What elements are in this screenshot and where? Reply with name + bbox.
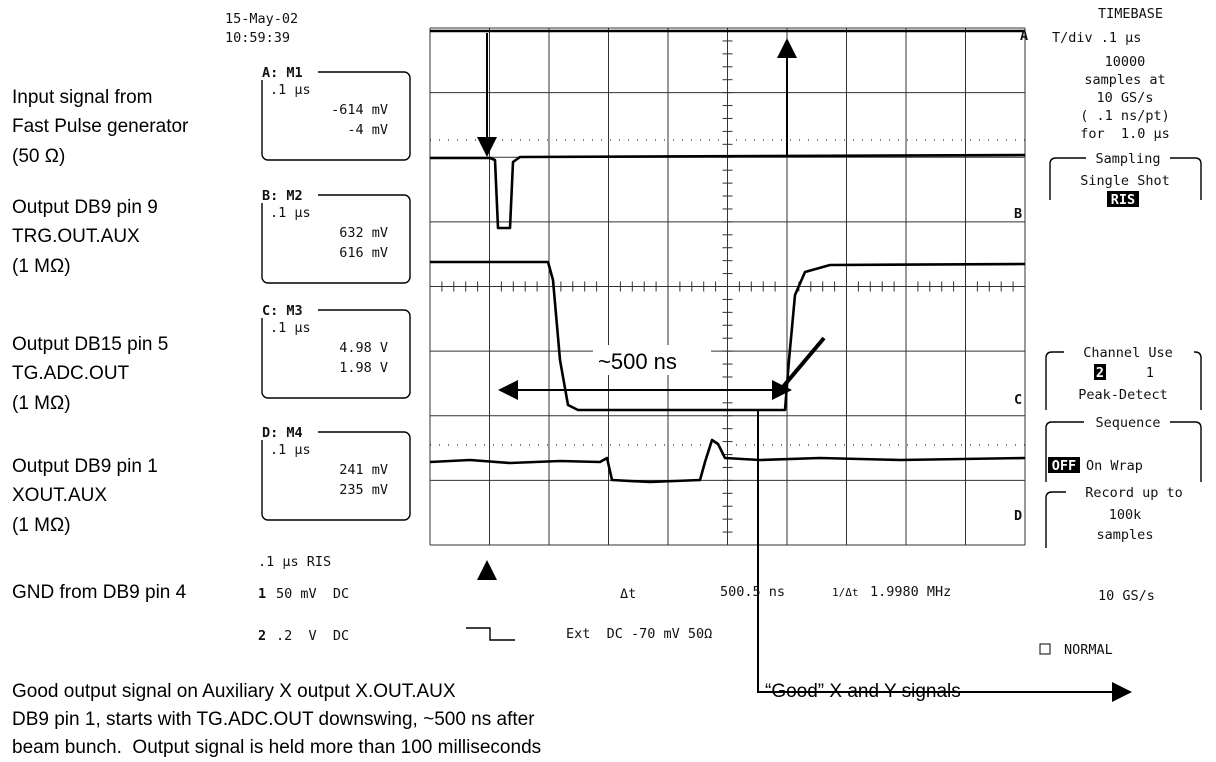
delay-label: ~500 ns <box>598 349 677 374</box>
menu-title: Channel Use <box>1083 345 1172 361</box>
dt: 500.5 ns <box>720 584 785 600</box>
menu-item: 1 <box>1146 365 1154 381</box>
channel-v1: 632 mV <box>339 225 388 241</box>
notes: Good output signal on Auxiliary X output… <box>12 681 961 758</box>
label: Output DB9 pin 1 <box>12 456 158 477</box>
freq-label: 1/Δt <box>832 586 859 599</box>
label: XOUT.AUX <box>12 485 107 506</box>
date: 15-May-02 <box>225 11 298 27</box>
box-gap <box>258 424 318 440</box>
ext: Ext DC -70 mV 50Ω <box>566 626 712 642</box>
graticule <box>429 27 1026 546</box>
checkbox <box>1039 643 1051 655</box>
menu-item: Peak-Detect <box>1078 387 1167 403</box>
channel-v2: -4 mV <box>347 122 388 138</box>
rate: 10 GS/s <box>1098 588 1155 604</box>
channel-v2: 616 mV <box>339 245 388 261</box>
label: (50 Ω) <box>12 146 65 167</box>
delay-annotation: ~500 ns <box>498 336 1132 702</box>
marker: A <box>1020 28 1028 44</box>
menu-selected: RIS <box>1111 192 1135 208</box>
info: samples at <box>1084 72 1165 88</box>
channel-label: B: M2 <box>262 188 303 204</box>
marker: D <box>1014 508 1022 524</box>
trigger-mode: NORMAL <box>1064 642 1113 658</box>
channel-tdiv: .1 µs <box>270 320 311 336</box>
label: GND from DB9 pin 4 <box>12 582 187 603</box>
note: beam bunch. Output signal is held more t… <box>12 737 541 758</box>
menu-box <box>1045 491 1202 548</box>
mode: .1 µs RIS <box>258 554 331 570</box>
timebase-panel: TIMEBASE T/div .1 µs 10000 samples at 10… <box>1045 6 1202 548</box>
channel-label: D: M4 <box>262 425 303 441</box>
channel-v2: 235 mV <box>339 482 388 498</box>
label: Input signal from <box>12 87 152 108</box>
menu-selected: OFF <box>1052 458 1076 474</box>
trace-2 <box>430 260 1026 412</box>
input-labels: Input signal from Fast Pulse generator (… <box>12 87 189 603</box>
ch-setting: .2 V DC <box>276 628 349 644</box>
label: (1 MΩ) <box>12 256 71 277</box>
channel-tdiv: .1 µs <box>270 82 311 98</box>
channel-label: C: M3 <box>262 303 303 319</box>
channel-tdiv: .1 µs <box>270 442 311 458</box>
info: ( .1 ns/pt) <box>1080 108 1169 124</box>
traces <box>429 29 1026 580</box>
channel-box <box>261 309 411 399</box>
label: TG.ADC.OUT <box>12 363 130 384</box>
channel-tdiv: .1 µs <box>270 205 311 221</box>
label: Output DB15 pin 5 <box>12 334 168 355</box>
menu-item: On Wrap <box>1086 458 1143 474</box>
channel-v1: 4.98 V <box>339 340 388 356</box>
menu-item: samples <box>1097 527 1154 543</box>
channel-box <box>261 194 411 284</box>
good-label: “Good” X and Y signals <box>765 681 961 702</box>
channel-v1: -614 mV <box>331 102 388 118</box>
channel-label: A: M1 <box>262 65 303 81</box>
panel-title: TIMEBASE <box>1098 6 1163 22</box>
ch-num: 1 <box>258 586 266 602</box>
menu-item: 100k <box>1109 507 1142 523</box>
status-bar: .1 µs RIS 1 50 mV DC 2 .2 V DC Ext DC -7… <box>258 554 1155 658</box>
note: Good output signal on Auxiliary X output… <box>12 681 456 702</box>
menu-item: Single Shot <box>1080 173 1169 189</box>
box-gap <box>258 187 318 203</box>
label-bg <box>593 345 711 375</box>
info: for 1.0 µs <box>1080 126 1169 142</box>
menu-selected: 2 <box>1096 365 1104 381</box>
good-arrow <box>757 410 1132 702</box>
label: Output DB9 pin 9 <box>12 197 158 218</box>
menu-title: Sampling <box>1095 151 1160 167</box>
channel-v1: 241 mV <box>339 462 388 478</box>
tdiv: T/div .1 µs <box>1052 30 1141 46</box>
channel-box <box>261 71 411 161</box>
channel-v2: 1.98 V <box>339 360 388 376</box>
label: Fast Pulse generator <box>12 116 189 137</box>
trace-1 <box>430 153 1026 230</box>
label: (1 MΩ) <box>12 515 71 536</box>
freq: 1.9980 MHz <box>870 584 951 600</box>
info: 10000 <box>1105 54 1146 70</box>
channel-box <box>261 431 411 521</box>
info: 10 GS/s <box>1097 90 1154 106</box>
ch-num: 2 <box>258 628 266 644</box>
label: TRG.OUT.AUX <box>12 226 140 247</box>
pointer <box>780 336 826 390</box>
note: DB9 pin 1, starts with TG.ADC.OUT downsw… <box>12 709 535 730</box>
ch-setting: 50 mV DC <box>276 586 349 602</box>
menu-title: Sequence <box>1095 415 1160 431</box>
box-gap <box>258 302 318 318</box>
marker: B <box>1014 206 1022 222</box>
box-gap <box>258 64 318 80</box>
menu-title: Record up to <box>1085 485 1183 501</box>
trigger-slope <box>466 627 515 641</box>
marker: C <box>1014 392 1022 408</box>
label: (1 MΩ) <box>12 393 71 414</box>
trace-4 <box>429 438 1026 484</box>
time: 10:59:39 <box>225 30 290 46</box>
trace-markers: A B C D <box>1014 28 1028 524</box>
dt-label: Δt <box>620 586 636 602</box>
